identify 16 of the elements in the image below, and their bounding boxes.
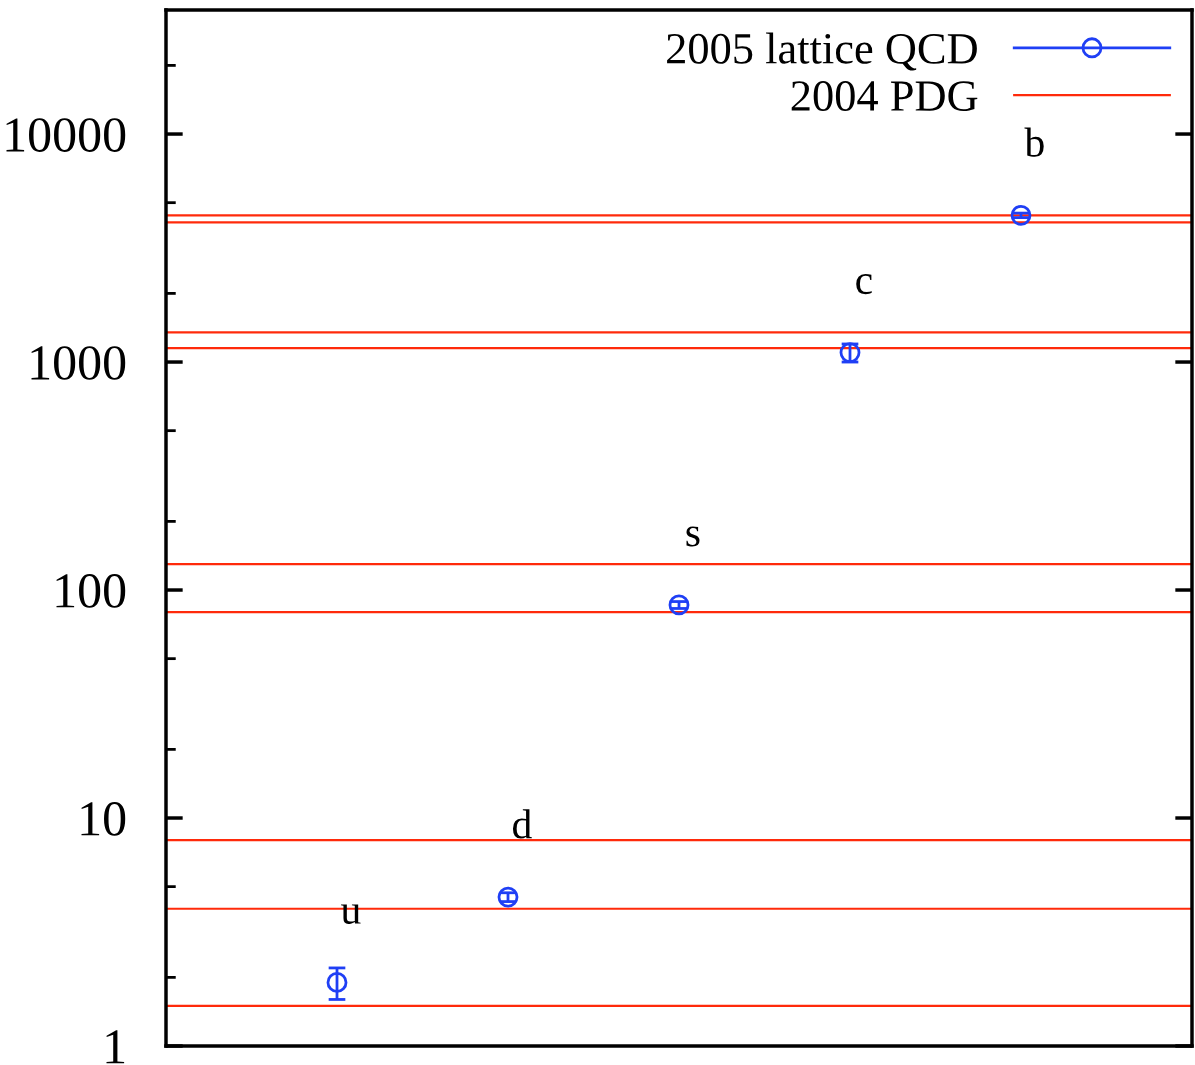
point: [497, 886, 519, 908]
point: [668, 594, 690, 616]
annotation: u: [341, 904, 361, 924]
legend-label: 2004 PDG: [791, 81, 978, 112]
legend-label: 2005 lattice QCD: [667, 32, 977, 71]
y-tick-label: 10: [81, 802, 126, 836]
y-tick-label: 100: [56, 574, 126, 608]
y-tick-label: 1000: [31, 346, 126, 380]
point: [326, 972, 348, 993]
point: [1010, 204, 1032, 226]
annotation: b: [1024, 127, 1044, 157]
y-tick-label: 10000: [6, 118, 126, 152]
annotation: d: [512, 809, 532, 839]
y-tick-label: 1: [106, 1030, 125, 1064]
annotation: c: [856, 274, 872, 295]
annotation: s: [686, 526, 700, 547]
